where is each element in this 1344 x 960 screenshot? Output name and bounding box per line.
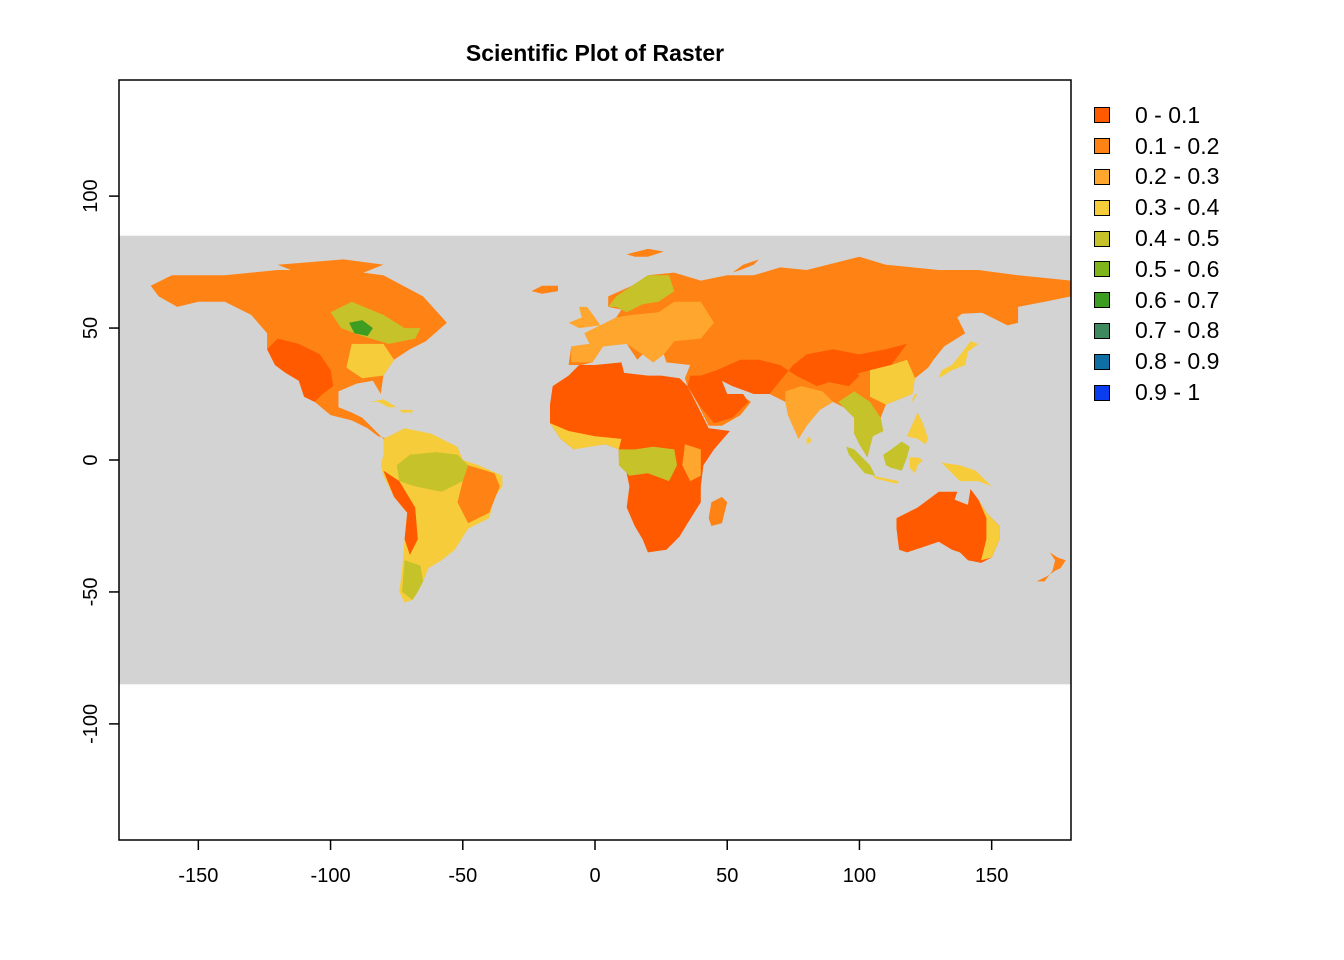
legend-label: 0.4 - 0.5 xyxy=(1135,225,1220,252)
land-region-andes-west xyxy=(383,470,418,555)
legend-swatch xyxy=(1094,322,1110,339)
legend-swatch xyxy=(1094,384,1110,401)
land-region-great-lakes xyxy=(349,320,373,336)
legend-label: 0.2 - 0.3 xyxy=(1135,163,1220,190)
land-region-japan xyxy=(938,341,979,379)
legend-swatch xyxy=(1094,292,1110,309)
land-region-sulawesi xyxy=(909,457,923,474)
land-region-novaya-zemlya xyxy=(732,259,759,273)
plot-title: Scientific Plot of Raster xyxy=(466,40,724,66)
land-region-amazon xyxy=(396,452,469,492)
legend-label: 0.9 - 1 xyxy=(1135,379,1201,406)
x-tick-label: 50 xyxy=(716,865,738,887)
land-region-patagonia xyxy=(402,560,424,600)
land-region-north-america-southwest xyxy=(267,338,334,402)
land-region-africa-west-coast xyxy=(550,423,622,450)
legend-item: 0.8 - 0.9 xyxy=(1094,346,1219,377)
legend-label: 0.7 - 0.8 xyxy=(1135,317,1220,344)
land-region-borneo xyxy=(883,441,910,471)
y-tick-label: -50 xyxy=(80,577,102,606)
land-region-southeast-asia xyxy=(838,391,884,458)
y-tick-label: 50 xyxy=(80,317,102,339)
plot-area xyxy=(119,235,1071,685)
legend-label: 0 - 0.1 xyxy=(1135,101,1201,128)
legend-item: 0.1 - 0.2 xyxy=(1094,131,1219,162)
y-tick-label: 100 xyxy=(80,179,102,212)
legend-swatch xyxy=(1094,353,1110,370)
land-region-east-china xyxy=(870,359,915,405)
land-region-iceland xyxy=(531,285,558,294)
x-tick-label: 0 xyxy=(589,865,600,887)
land-region-cuba xyxy=(370,399,397,408)
x-tick-label: -50 xyxy=(448,865,477,887)
legend-label: 0.8 - 0.9 xyxy=(1135,348,1220,375)
legend-item: 0 - 0.1 xyxy=(1094,100,1219,131)
land-region-tibet xyxy=(801,362,860,387)
land-region-brazil-east xyxy=(457,465,500,524)
land-region-sumatra xyxy=(846,446,876,476)
legend-item: 0.5 - 0.6 xyxy=(1094,254,1219,285)
legend-label: 0.6 - 0.7 xyxy=(1135,286,1220,313)
legend-item: 0.7 - 0.8 xyxy=(1094,316,1219,347)
land-region-eastern-forests xyxy=(346,343,394,379)
x-tick-label: -100 xyxy=(311,865,351,887)
legend-item: 0.4 - 0.5 xyxy=(1094,223,1219,254)
land-region-arabia-central-asia-desert xyxy=(687,343,907,424)
legend-label: 0.3 - 0.4 xyxy=(1135,194,1220,221)
land-region-arctic-islands xyxy=(277,259,384,276)
land-region-sri-lanka xyxy=(806,436,812,445)
land-region-central-africa xyxy=(618,446,677,482)
legend-swatch xyxy=(1094,107,1110,124)
land-region-australia-east-coast xyxy=(978,499,1000,561)
legend-swatch xyxy=(1094,168,1110,185)
axes: -150 -100 -50 0 50 100 150 -100 -50 0 50 100 xyxy=(80,79,1072,887)
land-region-europe xyxy=(571,301,714,363)
land-region-madagascar xyxy=(708,496,728,526)
x-tick-label: 100 xyxy=(843,865,876,887)
legend-swatch xyxy=(1094,138,1110,155)
legend-item: 0.2 - 0.3 xyxy=(1094,162,1219,193)
land-region-taiwan xyxy=(912,394,918,402)
legend-item: 0.6 - 0.7 xyxy=(1094,285,1219,316)
land-region-siberia xyxy=(753,275,1045,323)
land-region-india xyxy=(785,386,833,439)
land-region-philippines xyxy=(907,412,929,445)
land-region-svalbard xyxy=(626,248,664,257)
legend-item: 0.9 - 1 xyxy=(1094,377,1219,408)
land-region-hispaniola xyxy=(399,409,413,413)
x-tick-label: 150 xyxy=(975,865,1008,887)
land-region-scandinavia xyxy=(608,275,675,313)
land-region-new-zealand xyxy=(1036,552,1066,582)
legend-swatch xyxy=(1094,199,1110,216)
land-region-australia xyxy=(896,489,1000,563)
y-tick-label: -100 xyxy=(80,704,102,744)
legend: 0 - 0.1 0.1 - 0.2 0.2 - 0.3 0.3 - 0.4 0.4 - … xyxy=(1094,100,1219,408)
legend-swatch xyxy=(1094,261,1110,278)
legend-item: 0.3 - 0.4 xyxy=(1094,192,1219,223)
land-region-java xyxy=(872,475,900,484)
land-region-new-guinea xyxy=(941,462,992,487)
legend-swatch xyxy=(1094,230,1110,247)
land-region-british-isles xyxy=(568,306,601,329)
land-region-canadian-shield xyxy=(330,301,421,344)
legend-label: 0.1 - 0.2 xyxy=(1135,132,1220,159)
x-tick-label: -150 xyxy=(178,865,218,887)
land-region-east-africa xyxy=(682,444,701,482)
y-tick-label: 0 xyxy=(80,454,102,465)
legend-label: 0.5 - 0.6 xyxy=(1135,255,1220,282)
